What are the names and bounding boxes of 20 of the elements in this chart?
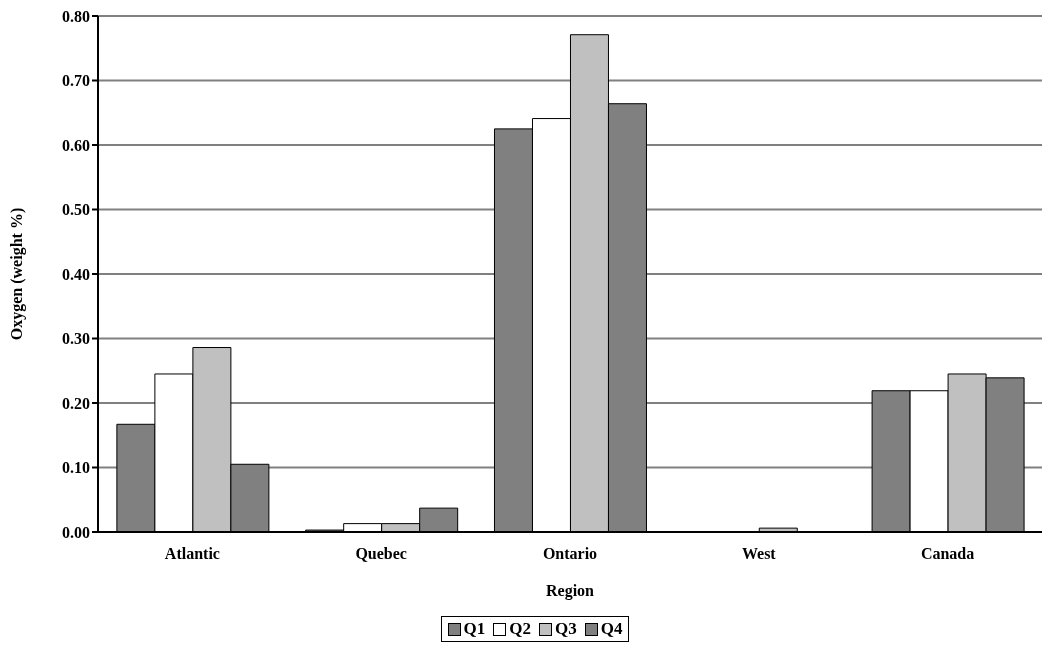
y-tick-label: 0.20 bbox=[62, 394, 90, 412]
x-tick-label: Ontario bbox=[542, 545, 598, 563]
legend-label: Q3 bbox=[554, 619, 577, 639]
legend-label: Q2 bbox=[508, 619, 531, 639]
x-tick-label: Canada bbox=[920, 545, 975, 563]
legend-label: Q1 bbox=[462, 619, 486, 639]
y-tick-label: 0.80 bbox=[62, 7, 90, 25]
legend-label: Q4 bbox=[599, 619, 623, 639]
y-tick-label: 0.30 bbox=[62, 330, 90, 348]
y-tick-label: 0.40 bbox=[62, 265, 90, 283]
y-tick-label: 0.60 bbox=[62, 136, 90, 154]
y-axis-title: Oxygen (weight %) bbox=[7, 207, 26, 341]
y-tick-label: 0.00 bbox=[62, 523, 90, 541]
y-tick-label: 0.70 bbox=[62, 72, 90, 90]
y-tick-label: 0.50 bbox=[62, 201, 90, 219]
x-tick-label: West bbox=[741, 545, 777, 563]
x-tick-label: Quebec bbox=[355, 545, 407, 563]
x-tick-label: Atlantic bbox=[164, 545, 220, 563]
x-axis-title: Region bbox=[546, 582, 595, 600]
y-tick-label: 0.10 bbox=[62, 459, 90, 477]
